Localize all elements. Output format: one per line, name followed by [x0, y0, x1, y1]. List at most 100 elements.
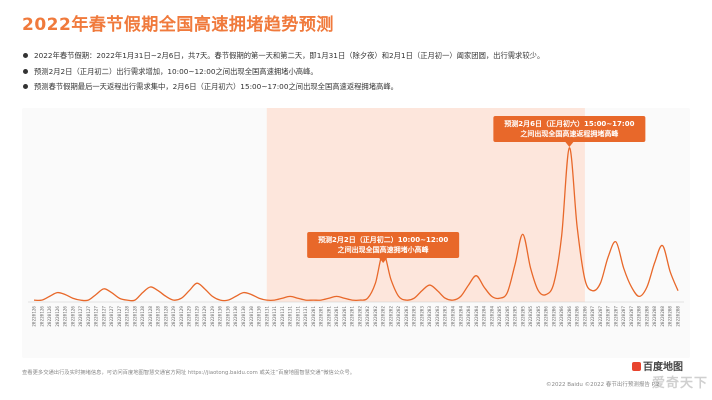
bullet-dot-icon	[23, 68, 28, 74]
x-tick-label: 20220208	[668, 306, 674, 327]
x-tick-label: 20220207	[606, 306, 612, 327]
callout-text: 之间出现全国高速拥堵小高峰	[338, 245, 430, 254]
x-tick-label: 20220130	[249, 306, 255, 327]
x-tick-label: 20220206	[575, 306, 581, 327]
x-tick-label: 20220131	[264, 306, 270, 327]
x-tick-label: 20220128	[148, 306, 154, 327]
x-tick-label: 20220130	[241, 306, 247, 327]
x-tick-label: 20220208	[660, 306, 666, 327]
x-tick-label: 20220202	[381, 306, 387, 327]
x-tick-label: 20220130	[233, 306, 239, 327]
x-tick-label: 20220126	[63, 306, 69, 327]
chart-container: 20220126 20220126 20220126 20220126 20220126…	[22, 108, 690, 358]
bullet-item: 预测2月2日（正月初二）出行需求增加，10:00~12:00之间出现全国高速拥堵…	[22, 64, 702, 80]
x-tick-label: 20220126	[70, 306, 76, 327]
x-tick-label: 20220201	[350, 306, 356, 327]
x-tick-label: 20220129	[179, 306, 185, 327]
bullet-text: 预测春节假期最后一天返程出行需求集中，2月6日（正月初六）15:00~17:00…	[34, 82, 398, 91]
x-tick-label: 20220201	[334, 306, 340, 327]
x-tick-label: 20220129	[194, 306, 200, 327]
x-tick-label: 20220129	[202, 306, 208, 327]
x-tick-label: 20220131	[272, 306, 278, 327]
x-tick-label: 20220201	[311, 306, 317, 327]
x-tick-label: 20220131	[303, 306, 309, 327]
bullet-item: 2022年春节假期：2022年1月31日~2月6日，共7天。春节假期的第一天和第…	[22, 48, 702, 64]
x-tick-label: 20220128	[140, 306, 146, 327]
x-tick-label: 20220130	[257, 306, 263, 327]
baidu-map-logo-icon	[632, 362, 641, 371]
x-tick-label: 20220201	[342, 306, 348, 327]
x-tick-label: 20220129	[187, 306, 193, 327]
bullet-item: 预测春节假期最后一天返程出行需求集中，2月6日（正月初六）15:00~17:00…	[22, 79, 702, 95]
callout-text: 之间出现全国高速返程拥堵高峰	[520, 129, 619, 138]
x-tick-label: 20220126	[47, 306, 53, 327]
x-tick-label: 20220203	[443, 306, 449, 327]
x-tick-label: 20220208	[637, 306, 643, 327]
x-tick-label: 20220207	[598, 306, 604, 327]
x-tick-label: 20220208	[676, 306, 682, 327]
brand-logo: 百度地图	[632, 358, 683, 373]
x-tick-label: 20220204	[458, 306, 464, 327]
callout-box	[307, 232, 460, 258]
x-tick-label: 20220204	[466, 306, 472, 327]
x-tick-label: 20220202	[365, 306, 371, 327]
x-tick-label: 20220207	[621, 306, 627, 327]
x-tick-label: 20220205	[497, 306, 503, 327]
x-tick-label: 20220202	[388, 306, 394, 327]
x-tick-label: 20220201	[326, 306, 332, 327]
x-tick-label: 20220203	[427, 306, 433, 327]
callout-text: 预测2月2日（正月初二）10:00~12:00	[318, 235, 448, 244]
bullet-dot-icon	[23, 84, 28, 89]
x-tick-label: 20220206	[567, 306, 573, 327]
page-title: 2022年春节假期全国高速拥堵趋势预测	[22, 15, 334, 35]
x-tick-label: 20220128	[125, 306, 131, 327]
x-tick-label: 20220126	[39, 306, 45, 327]
x-tick-label: 20220201	[319, 306, 325, 327]
x-tick-label: 20220208	[652, 306, 658, 327]
copyright-text: ©2022 Baidu ©2022 春节出行预测报告 P.2	[546, 382, 660, 388]
x-tick-label: 20220203	[419, 306, 425, 327]
x-tick-label: 20220206	[551, 306, 557, 327]
x-tick-label: 20220131	[280, 306, 286, 327]
x-tick-label: 20220207	[590, 306, 596, 327]
brand-name: 百度地图	[643, 362, 683, 373]
footer-note: 查看更多交通出行及实时拥堵信息，可访问百度地图智慧交通官方网址 https://…	[22, 370, 356, 376]
bullet-text: 预测2月2日（正月初二）出行需求增加，10:00~12:00之间出现全国高速拥堵…	[34, 66, 318, 76]
congestion-trend-chart: 20220126 20220126 20220126 20220126 20220126…	[28, 108, 684, 327]
x-tick-label: 20220127	[117, 306, 123, 327]
x-tick-label: 20220206	[544, 306, 550, 327]
x-tick-label: 20220127	[101, 306, 107, 327]
x-tick-label: 20220205	[513, 306, 519, 327]
x-tick-label: 20220128	[132, 306, 138, 327]
congestion-series-line	[33, 147, 679, 302]
x-tick-label: 20220128	[163, 306, 169, 327]
x-tick-label: 20220207	[629, 306, 635, 327]
callout-text: 预测2月6日（正月初六）15:00~17:00	[504, 119, 634, 128]
x-tick-label: 20220206	[582, 306, 588, 327]
x-tick-label: 20220127	[109, 306, 115, 327]
x-tick-label: 20220205	[520, 306, 526, 327]
x-tick-label: 20220204	[474, 306, 480, 327]
x-tick-label: 20220127	[94, 306, 100, 327]
x-tick-label: 20220130	[218, 306, 224, 327]
x-tick-label: 20220202	[373, 306, 379, 327]
x-tick-label: 20220203	[404, 306, 410, 327]
x-tick-label: 20220204	[482, 306, 488, 327]
x-tick-label: 20220127	[86, 306, 92, 327]
x-tick-label: 20220131	[295, 306, 301, 327]
x-tick-label: 20220205	[505, 306, 511, 327]
x-tick-label: 20220207	[613, 306, 619, 327]
watermark: 爱奇天下	[652, 376, 709, 391]
callout-pointer	[379, 258, 388, 263]
x-tick-label: 20220130	[225, 306, 231, 327]
callout-pointer	[565, 142, 574, 147]
x-tick-label: 20220131	[288, 306, 294, 327]
x-tick-label: 20220202	[396, 306, 402, 327]
x-tick-label: 20220205	[528, 306, 534, 327]
x-tick-label: 20220202	[357, 306, 363, 327]
x-tick-label: 20220128	[156, 306, 162, 327]
x-tick-label: 20220203	[412, 306, 418, 327]
x-tick-label: 20220203	[435, 306, 441, 327]
bullet-dot-icon	[23, 53, 28, 58]
x-tick-label: 20220208	[644, 306, 650, 327]
